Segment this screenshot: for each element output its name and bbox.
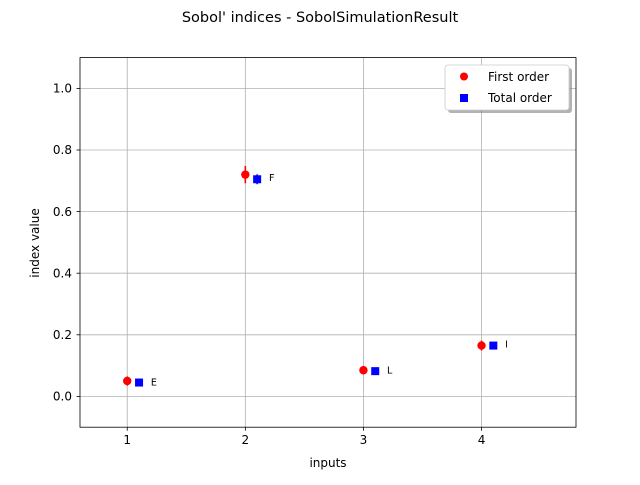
legend-box <box>444 64 570 111</box>
legend-first-order-label: First order <box>488 70 549 84</box>
first-order-point <box>123 376 132 386</box>
x-axis-label: inputs <box>309 456 346 470</box>
annotation-label: L <box>387 366 393 377</box>
y-tick-label: 0.2 <box>53 328 72 342</box>
x-tick-label: 1 <box>123 433 131 447</box>
y-axis-label: index value <box>28 208 42 277</box>
annotation-label: F <box>269 173 274 184</box>
first-order-point <box>241 170 250 179</box>
total-order-point <box>489 341 498 350</box>
data-marks <box>123 166 498 387</box>
y-tick-label: 0.8 <box>53 143 72 157</box>
total-order-point <box>135 378 144 387</box>
x-axis-ticks: 1 2 3 4 <box>123 427 485 447</box>
total-order-point <box>253 175 262 184</box>
plot-frame <box>79 57 577 428</box>
legend-total-order-marker <box>460 94 468 102</box>
legend: First order Total order <box>444 64 572 113</box>
first-order-point <box>359 366 368 375</box>
x-tick-label: 4 <box>478 433 486 447</box>
annotation-label: I <box>505 340 508 351</box>
y-tick-label: 1.0 <box>53 82 72 96</box>
annotations: E F L I <box>151 173 508 388</box>
first-order-point <box>477 341 486 350</box>
legend-total-order-label: Total order <box>487 91 552 105</box>
y-tick-label: 0.0 <box>53 390 72 404</box>
x-tick-label: 2 <box>242 433 250 447</box>
y-axis-ticks: 0.0 0.2 0.4 0.6 0.8 1.0 <box>53 82 80 404</box>
legend-first-order-marker <box>460 72 468 81</box>
y-tick-label: 0.4 <box>53 266 72 280</box>
y-tick-label: 0.6 <box>53 205 72 219</box>
total-order-point <box>371 367 380 376</box>
chart-title: Sobol' indices - SobolSimulationResult <box>182 10 459 26</box>
annotation-label: E <box>151 377 157 388</box>
x-tick-label: 3 <box>360 433 368 447</box>
